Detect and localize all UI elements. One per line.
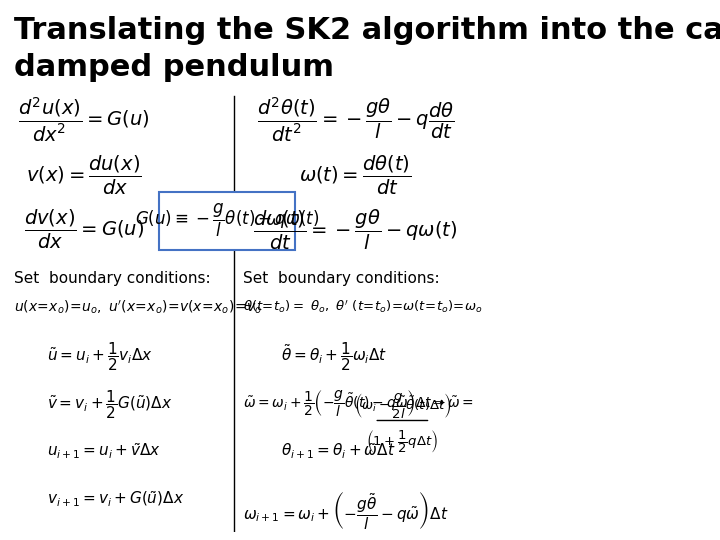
Text: $\left(\omega_i - \dfrac{g}{2l}\tilde{\theta}(t)\Delta t\right)$: $\left(\omega_i - \dfrac{g}{2l}\tilde{\t…	[354, 391, 451, 420]
Text: $v(x) = \dfrac{du(x)}{dx}$: $v(x) = \dfrac{du(x)}{dx}$	[27, 154, 142, 198]
Text: $\tilde{\theta} = \theta_i + \dfrac{1}{2}\omega_i\Delta t$: $\tilde{\theta} = \theta_i + \dfrac{1}{2…	[281, 341, 387, 374]
Text: $u(x\!=\!x_o)\!=\!u_o,\ u'(x\!=\!x_o)\!=\!v(x\!=\!x_o)\!=\!v_o$: $u(x\!=\!x_o)\!=\!u_o,\ u'(x\!=\!x_o)\!=…	[14, 298, 262, 316]
Text: $\dfrac{d^2u(x)}{dx^2} = G(u)$: $\dfrac{d^2u(x)}{dx^2} = G(u)$	[19, 96, 150, 144]
Text: $\theta_{i+1} = \theta_i + \tilde{\omega}\Delta t$: $\theta_{i+1} = \theta_i + \tilde{\omega…	[281, 442, 395, 461]
FancyBboxPatch shape	[159, 192, 294, 250]
Text: $\tilde{\omega}= \omega_i + \dfrac{1}{2}\left(-\dfrac{g}{l}\tilde{\theta}(t) - q: $\tilde{\omega}= \omega_i + \dfrac{1}{2}…	[243, 389, 474, 419]
Text: $G(u) \equiv -\dfrac{g}{l}\theta(t) - q\omega(t)$: $G(u) \equiv -\dfrac{g}{l}\theta(t) - q\…	[135, 202, 319, 240]
Text: Translating the SK2 algorithm into the case of: Translating the SK2 algorithm into the c…	[14, 16, 720, 45]
Text: $\left(1 + \dfrac{1}{2}q\Delta t\right)$: $\left(1 + \dfrac{1}{2}q\Delta t\right)$	[366, 428, 438, 455]
Text: $u_{i+1} = u_i + \tilde{v}\Delta x$: $u_{i+1} = u_i + \tilde{v}\Delta x$	[47, 442, 161, 461]
Text: $\dfrac{d^2\theta(t)}{dt^2} = -\dfrac{g\theta}{l} - q\dfrac{d\theta}{dt}$: $\dfrac{d^2\theta(t)}{dt^2} = -\dfrac{g\…	[257, 96, 454, 144]
Text: $\omega(t) = \dfrac{d\theta(t)}{dt}$: $\omega(t) = \dfrac{d\theta(t)}{dt}$	[300, 154, 412, 198]
Text: damped pendulum: damped pendulum	[14, 53, 334, 82]
Text: Set  boundary conditions:: Set boundary conditions:	[243, 272, 440, 286]
Text: $\dfrac{dv(x)}{dx} = G(u)$: $\dfrac{dv(x)}{dx} = G(u)$	[24, 207, 144, 251]
Text: $\dfrac{d\omega(t)}{dt} = -\dfrac{g\theta}{l} - q\omega(t)$: $\dfrac{d\omega(t)}{dt} = -\dfrac{g\thet…	[253, 207, 458, 252]
Text: Set  boundary conditions:: Set boundary conditions:	[14, 272, 211, 286]
Text: $\tilde{u} = u_i + \dfrac{1}{2}v_i\Delta x$: $\tilde{u} = u_i + \dfrac{1}{2}v_i\Delta…	[47, 341, 153, 374]
Text: $\tilde{v} = v_i + \dfrac{1}{2}G(\tilde{u})\Delta x$: $\tilde{v} = v_i + \dfrac{1}{2}G(\tilde{…	[47, 389, 172, 421]
Text: $\omega_{i+1} = \omega_i + \left(-\dfrac{g\tilde{\theta}}{l} - q\tilde{\omega}\r: $\omega_{i+1} = \omega_i + \left(-\dfrac…	[243, 490, 449, 531]
Text: $\theta(t\!=\!t_o)=\ \theta_o,\ \theta'\ (t\!=\!t_o)\!=\!\omega(t\!=\!t_o)\!=\!\: $\theta(t\!=\!t_o)=\ \theta_o,\ \theta'\…	[243, 298, 483, 315]
Text: $v_{i+1} = v_i + G(\tilde{u})\Delta x$: $v_{i+1} = v_i + G(\tilde{u})\Delta x$	[47, 490, 184, 509]
